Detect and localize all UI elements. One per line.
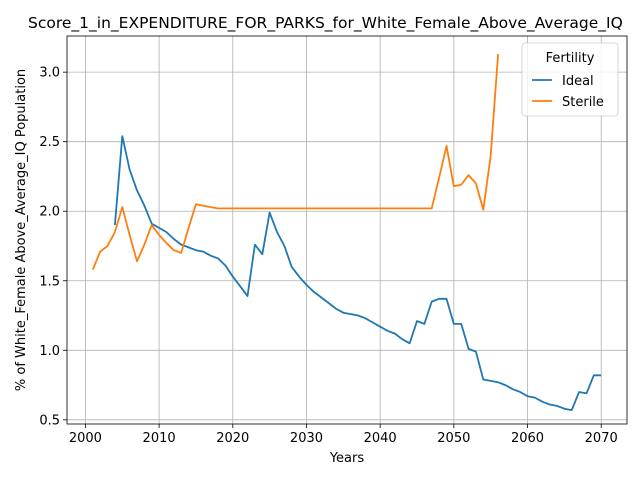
- legend-title: Fertility: [546, 51, 595, 66]
- legend-label-ideal: Ideal: [562, 74, 594, 89]
- x-tick-label: 2030: [290, 431, 323, 446]
- x-axis-label: Years: [329, 451, 365, 466]
- y-tick-label: 2.0: [39, 205, 60, 220]
- x-tick-label: 2050: [437, 431, 470, 446]
- y-tick-label: 1.0: [39, 344, 60, 359]
- x-tick-label: 2000: [69, 431, 102, 446]
- x-tick-label: 2010: [143, 431, 176, 446]
- series-layer: [91, 54, 602, 412]
- x-tick-label: 2020: [216, 431, 249, 446]
- ticks: 2000 2010 2020 2030 2040 2050 2060 2070 0.5 1.0 1.…: [39, 66, 617, 446]
- legend-box: [521, 42, 619, 117]
- series-line-sterile: [91, 54, 499, 270]
- x-tick-label: 2060: [511, 431, 544, 446]
- chart-title: Score_1_in_EXPENDITURE_FOR_PARKS_for_Whi…: [28, 14, 623, 33]
- y-tick-label: 3.0: [39, 66, 60, 81]
- legend-label-sterile: Sterile: [562, 95, 604, 110]
- plot-frame: [66, 35, 628, 425]
- x-tick-label: 2070: [585, 431, 618, 446]
- y-tick-label: 2.5: [39, 135, 60, 150]
- x-tick-label: 2040: [364, 431, 397, 446]
- series-line-ideal: [114, 135, 602, 412]
- y-tick-label: 1.5: [39, 274, 60, 289]
- legend: Fertility Ideal Sterile: [521, 42, 619, 117]
- y-axis-label: % of White_Female Above_Average_IQ Popul…: [14, 69, 29, 391]
- y-tick-label: 0.5: [39, 413, 60, 428]
